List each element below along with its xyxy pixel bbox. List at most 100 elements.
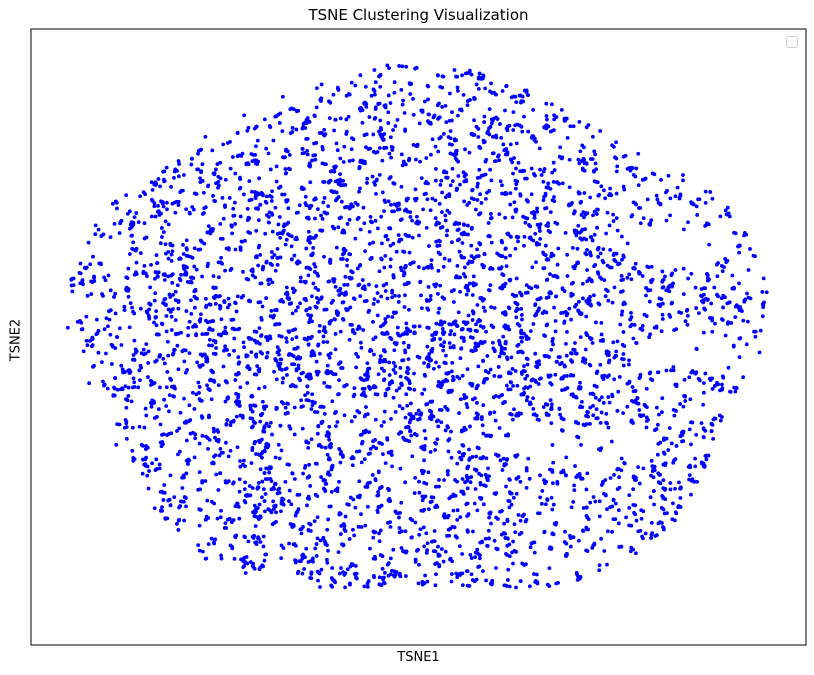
data-point bbox=[407, 381, 412, 386]
data-point bbox=[438, 252, 442, 256]
data-point bbox=[490, 340, 495, 345]
data-point bbox=[576, 223, 581, 228]
data-point bbox=[406, 343, 411, 348]
data-point bbox=[247, 484, 252, 488]
data-point bbox=[523, 519, 528, 524]
data-point bbox=[143, 447, 148, 452]
data-point bbox=[431, 366, 436, 371]
data-point bbox=[692, 371, 697, 376]
data-point bbox=[321, 200, 326, 205]
data-point bbox=[367, 241, 372, 246]
data-point bbox=[313, 546, 318, 551]
data-point bbox=[91, 254, 95, 259]
data-point bbox=[251, 510, 255, 515]
data-point bbox=[469, 348, 474, 353]
data-point bbox=[85, 293, 90, 298]
data-point bbox=[614, 140, 618, 145]
data-point bbox=[316, 578, 320, 583]
data-point bbox=[482, 120, 487, 124]
data-point bbox=[612, 377, 617, 382]
data-point bbox=[509, 157, 513, 162]
data-point bbox=[508, 253, 512, 258]
data-point bbox=[486, 129, 490, 134]
data-point bbox=[531, 210, 536, 214]
data-point bbox=[226, 296, 231, 301]
data-point bbox=[488, 367, 493, 372]
data-point bbox=[448, 91, 452, 96]
data-point bbox=[578, 149, 583, 154]
data-point bbox=[264, 466, 268, 471]
data-point bbox=[477, 71, 482, 76]
data-point bbox=[443, 104, 448, 108]
data-point bbox=[166, 222, 171, 227]
data-point bbox=[287, 153, 292, 157]
data-point bbox=[664, 436, 669, 441]
data-point bbox=[373, 105, 378, 110]
data-point bbox=[568, 533, 572, 538]
data-point bbox=[330, 463, 335, 468]
data-point bbox=[508, 142, 513, 147]
data-point bbox=[472, 97, 477, 101]
data-point bbox=[368, 451, 372, 456]
data-point bbox=[298, 355, 303, 360]
data-point bbox=[308, 306, 312, 311]
data-point bbox=[571, 264, 576, 269]
data-point bbox=[289, 502, 294, 507]
data-point bbox=[481, 359, 486, 363]
data-point bbox=[395, 325, 400, 330]
data-point bbox=[541, 405, 546, 409]
data-point bbox=[345, 263, 350, 268]
data-point bbox=[388, 175, 393, 179]
data-point bbox=[543, 334, 548, 338]
data-point bbox=[263, 231, 268, 236]
data-point bbox=[353, 236, 358, 241]
data-point bbox=[593, 161, 598, 166]
data-point bbox=[554, 294, 559, 299]
data-point bbox=[720, 382, 724, 387]
data-point bbox=[388, 520, 392, 525]
data-point bbox=[237, 403, 242, 408]
data-point bbox=[546, 221, 551, 226]
data-point bbox=[327, 321, 332, 326]
data-point bbox=[639, 508, 644, 513]
data-point bbox=[84, 314, 89, 319]
data-point bbox=[156, 274, 160, 279]
data-point bbox=[523, 376, 528, 381]
data-point bbox=[212, 171, 217, 176]
data-point bbox=[415, 144, 420, 149]
data-point bbox=[304, 121, 309, 125]
data-point bbox=[615, 466, 620, 471]
data-point bbox=[139, 443, 144, 447]
data-point bbox=[134, 211, 139, 215]
data-point bbox=[640, 274, 645, 278]
data-point bbox=[625, 241, 630, 246]
data-point bbox=[164, 303, 168, 308]
data-point bbox=[166, 498, 171, 503]
data-point bbox=[457, 221, 462, 226]
data-point bbox=[455, 228, 460, 233]
data-point bbox=[354, 575, 358, 580]
data-point bbox=[519, 339, 524, 344]
data-point bbox=[351, 328, 355, 332]
data-point bbox=[142, 425, 147, 430]
data-point bbox=[92, 275, 96, 280]
data-point bbox=[542, 353, 547, 358]
data-point bbox=[383, 570, 387, 575]
data-point bbox=[611, 144, 616, 149]
data-point bbox=[403, 264, 408, 269]
data-point bbox=[537, 229, 542, 233]
data-point bbox=[502, 521, 506, 526]
data-point bbox=[547, 584, 552, 589]
data-point bbox=[363, 372, 367, 377]
data-point bbox=[155, 261, 160, 265]
data-point bbox=[193, 432, 198, 437]
data-point bbox=[585, 549, 590, 554]
data-point bbox=[470, 578, 475, 582]
data-point bbox=[572, 228, 577, 233]
data-point bbox=[476, 254, 481, 258]
data-point bbox=[526, 129, 531, 134]
data-point bbox=[107, 317, 112, 322]
data-point bbox=[389, 155, 394, 160]
data-point bbox=[411, 260, 416, 265]
data-point bbox=[473, 207, 478, 212]
